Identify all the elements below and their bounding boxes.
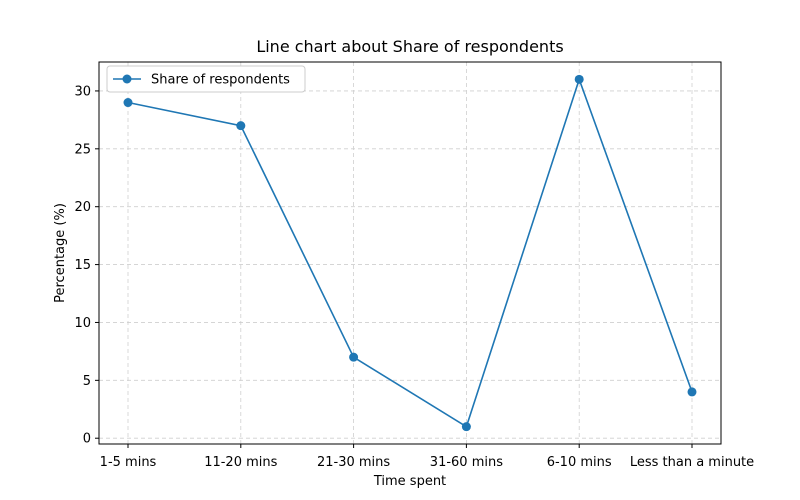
x-tick-label: Less than a minute	[630, 455, 754, 470]
data-point	[123, 98, 133, 108]
data-point	[236, 121, 246, 131]
grid-layer	[99, 62, 721, 444]
x-tick-label: 31-60 mins	[430, 455, 503, 470]
x-tick-label: 6-10 mins	[547, 455, 612, 470]
x-tick-label: 21-30 mins	[317, 455, 390, 470]
legend-swatch-marker	[122, 74, 132, 84]
data-point	[349, 352, 359, 362]
axes-layer: 0 5 10 15 20 25 30 1-5 mins 11-20 mins 21-30 mins…	[74, 61, 754, 470]
y-axis-label: Percentage (%)	[53, 203, 68, 303]
y-tick-label: 25	[74, 142, 91, 157]
x-axis-label: Time spent	[373, 474, 446, 489]
y-tick-label: 30	[74, 84, 91, 99]
legend-box	[106, 65, 306, 93]
y-tick-label: 5	[83, 374, 91, 389]
y-tick-label: 20	[74, 200, 91, 215]
chart-title: Line chart about Share of respondents	[256, 37, 563, 56]
x-tick-label: 1-5 mins	[100, 455, 157, 470]
y-tick-label: 0	[83, 432, 91, 447]
legend: Share of respondents	[106, 65, 306, 93]
x-tick-label: 11-20 mins	[204, 455, 277, 470]
y-tick-label: 15	[74, 258, 91, 273]
data-point	[574, 74, 584, 84]
y-tick-label: 10	[74, 316, 91, 331]
plot-frame	[98, 61, 722, 445]
data-point	[687, 387, 697, 397]
data-point	[461, 422, 471, 432]
series-layer	[123, 74, 697, 432]
series-line	[127, 76, 693, 428]
legend-label: Share of respondents	[151, 73, 290, 88]
